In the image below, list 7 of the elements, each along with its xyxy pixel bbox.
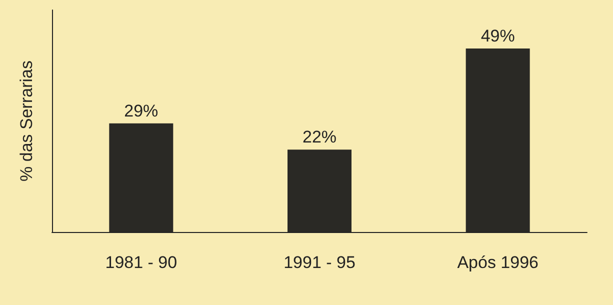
x-tick-label: Após 1996 bbox=[457, 253, 538, 272]
data-label: 29% bbox=[124, 101, 158, 120]
y-axis-title: % das Serrarias bbox=[17, 60, 36, 182]
x-tick-label: 1981 - 90 bbox=[105, 253, 178, 272]
data-label: 22% bbox=[302, 128, 337, 147]
data-label: 49% bbox=[480, 26, 515, 46]
x-tick-label: 1991 - 95 bbox=[284, 253, 356, 272]
